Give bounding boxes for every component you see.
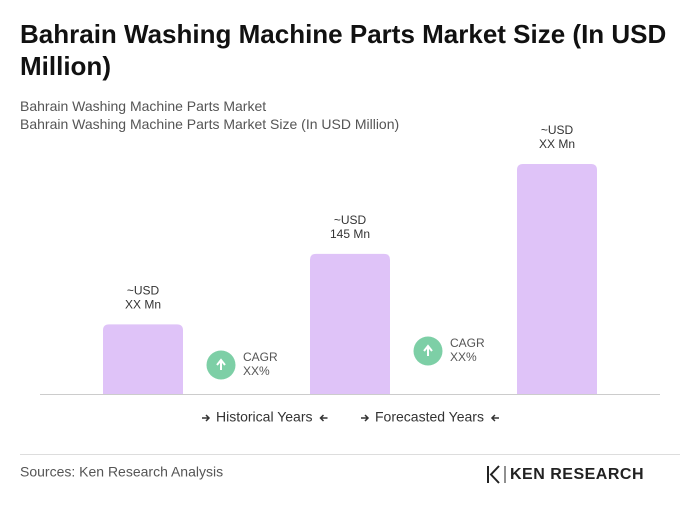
subtitle: Bahrain Washing Machine Parts Market bbox=[20, 98, 267, 114]
cagr-value: XX% bbox=[243, 364, 270, 378]
value-label: ~USD bbox=[334, 213, 367, 227]
period-label: Historical Years bbox=[216, 409, 313, 425]
value-label: ~USD bbox=[541, 123, 574, 137]
value-label: XX Mn bbox=[125, 298, 161, 312]
cagr-label: CAGR bbox=[243, 350, 278, 364]
arrow bbox=[361, 414, 370, 422]
bar bbox=[310, 253, 390, 394]
arrow bbox=[319, 414, 328, 422]
logo-icon bbox=[487, 465, 506, 484]
arrow bbox=[202, 414, 211, 422]
cagr-label: CAGR bbox=[450, 336, 485, 350]
cagr-value: XX% bbox=[450, 350, 477, 364]
chart-title: Bahrain Washing Machine Parts Market Siz… bbox=[20, 19, 667, 81]
bar bbox=[103, 324, 183, 394]
period-label: Forecasted Years bbox=[375, 409, 484, 425]
logo: KEN RESEARCH bbox=[510, 466, 644, 483]
arrow bbox=[490, 414, 499, 422]
cagr-arrow bbox=[423, 344, 433, 356]
subtitle: Bahrain Washing Machine Parts Market Siz… bbox=[20, 116, 400, 132]
value-label: XX Mn bbox=[539, 137, 575, 151]
value-label: 145 Mn bbox=[330, 227, 370, 241]
bar bbox=[517, 164, 597, 394]
value-label: ~USD bbox=[127, 284, 160, 298]
cagr-arrow bbox=[216, 358, 226, 370]
source: Sources: Ken Research Analysis bbox=[20, 464, 223, 480]
